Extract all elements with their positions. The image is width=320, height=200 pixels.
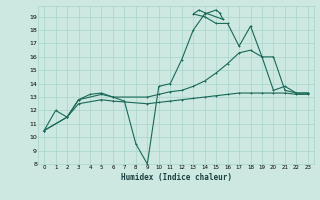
X-axis label: Humidex (Indice chaleur): Humidex (Indice chaleur): [121, 173, 231, 182]
